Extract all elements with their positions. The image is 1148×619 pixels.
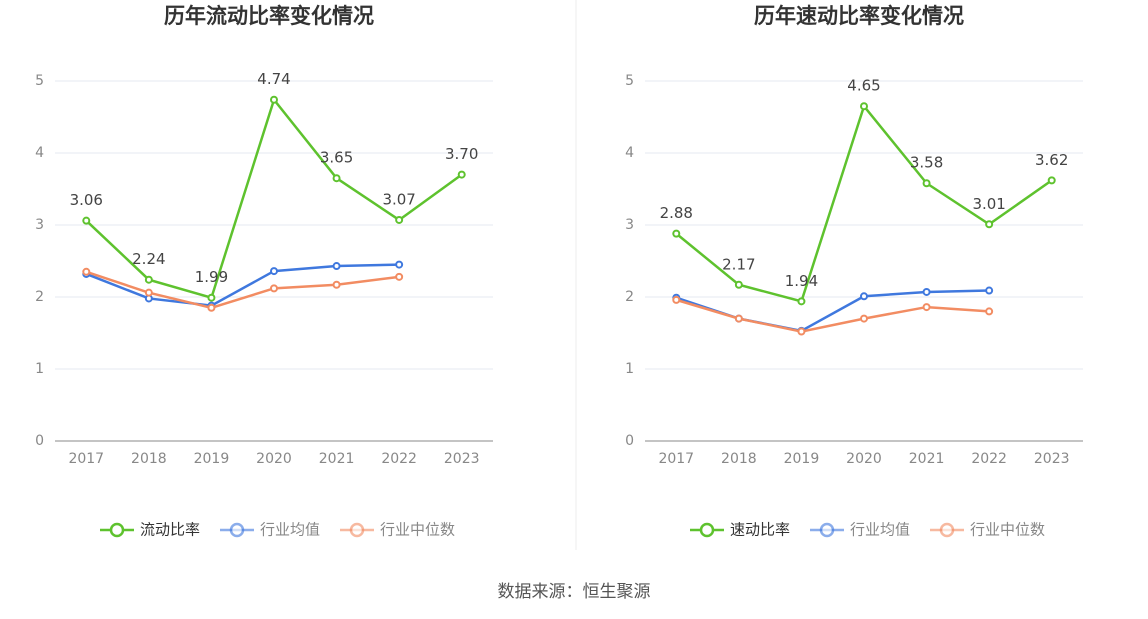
data-point xyxy=(395,260,404,269)
series-line xyxy=(85,270,400,310)
legend-label: 行业中位数 xyxy=(380,521,455,539)
x-tick-label: 2019 xyxy=(194,451,230,467)
data-point xyxy=(985,286,994,295)
data-label: 3.65 xyxy=(320,149,353,167)
series-line xyxy=(85,263,400,307)
y-tick-label: 5 xyxy=(35,73,44,89)
data-point xyxy=(82,267,91,276)
x-tick-label: 2017 xyxy=(68,451,104,467)
data-label: 3.07 xyxy=(382,190,415,208)
x-tick-label: 2020 xyxy=(256,451,292,467)
data-point xyxy=(860,102,868,111)
data-label: 4.65 xyxy=(847,77,880,95)
y-tick-label: 0 xyxy=(35,433,44,449)
y-tick-label: 3 xyxy=(625,217,634,233)
data-label: 3.58 xyxy=(910,154,943,172)
y-tick-label: 1 xyxy=(35,361,44,377)
x-tick-label: 2023 xyxy=(444,451,480,467)
legend-label: 行业中位数 xyxy=(970,521,1045,539)
data-point xyxy=(82,216,91,225)
data-label: 3.70 xyxy=(445,145,478,163)
y-tick-label: 1 xyxy=(625,361,634,377)
data-label: 3.01 xyxy=(972,195,1005,213)
y-tick-label: 2 xyxy=(35,289,44,305)
legend-label: 流动比率 xyxy=(140,521,200,539)
data-point xyxy=(270,284,278,293)
data-point xyxy=(797,297,806,306)
series-line xyxy=(675,298,990,333)
data-point xyxy=(332,262,341,271)
y-tick-label: 4 xyxy=(625,145,634,161)
x-tick-label: 2021 xyxy=(319,451,355,467)
y-tick-label: 5 xyxy=(625,73,634,89)
legend-marker xyxy=(109,522,125,538)
x-tick-label: 2019 xyxy=(784,451,820,467)
x-tick-label: 2018 xyxy=(131,451,167,467)
data-point xyxy=(270,95,278,104)
data-point xyxy=(985,307,994,316)
data-point xyxy=(144,275,153,284)
data-point xyxy=(672,229,681,238)
data-point xyxy=(797,327,806,336)
data-label: 1.99 xyxy=(195,268,228,286)
data-label: 4.74 xyxy=(257,70,290,88)
x-tick-label: 2021 xyxy=(909,451,945,467)
y-tick-label: 4 xyxy=(35,145,44,161)
data-point xyxy=(332,174,341,183)
data-point xyxy=(1047,176,1056,185)
legend-marker xyxy=(699,522,715,538)
chart-title: 历年速动比率变化情况 xyxy=(754,4,964,28)
legend-label: 行业均值 xyxy=(260,521,320,539)
data-label: 1.94 xyxy=(785,272,818,290)
data-label: 2.17 xyxy=(722,255,755,273)
data-point xyxy=(672,295,681,304)
source: 数据来源：恒生聚源 xyxy=(498,582,651,602)
data-label: 2.24 xyxy=(132,250,165,268)
legend-label: 速动比率 xyxy=(730,521,790,539)
legend-marker xyxy=(229,522,245,538)
data-point xyxy=(734,280,743,289)
data-point xyxy=(860,314,868,323)
data-point xyxy=(270,267,278,276)
data-point xyxy=(332,280,341,289)
legend-label: 行业均值 xyxy=(850,521,910,539)
y-tick-label: 3 xyxy=(35,217,44,233)
legend-marker xyxy=(349,522,365,538)
x-tick-label: 2020 xyxy=(846,451,882,467)
legend-marker xyxy=(939,522,955,538)
chart-title: 历年流动比率变化情况 xyxy=(164,4,374,28)
data-point xyxy=(395,272,404,281)
x-tick-label: 2018 xyxy=(721,451,757,467)
data-point xyxy=(922,303,931,312)
data-label: 3.06 xyxy=(70,191,103,209)
data-point xyxy=(144,288,153,297)
data-point xyxy=(985,220,994,229)
data-point xyxy=(922,179,931,188)
data-point xyxy=(860,292,868,301)
data-point xyxy=(457,170,466,179)
x-tick-label: 2022 xyxy=(381,451,417,467)
y-tick-label: 0 xyxy=(625,433,634,449)
x-tick-label: 2023 xyxy=(1034,451,1070,467)
data-point xyxy=(734,314,743,323)
data-label: 2.88 xyxy=(660,204,693,222)
x-tick-label: 2022 xyxy=(971,451,1007,467)
data-label: 3.62 xyxy=(1035,151,1068,169)
legend-marker xyxy=(819,522,835,538)
data-point xyxy=(922,287,931,296)
x-tick-label: 2017 xyxy=(658,451,694,467)
y-tick-label: 2 xyxy=(625,289,634,305)
data-point xyxy=(207,293,216,302)
data-point xyxy=(395,215,404,224)
data-point xyxy=(207,303,216,312)
